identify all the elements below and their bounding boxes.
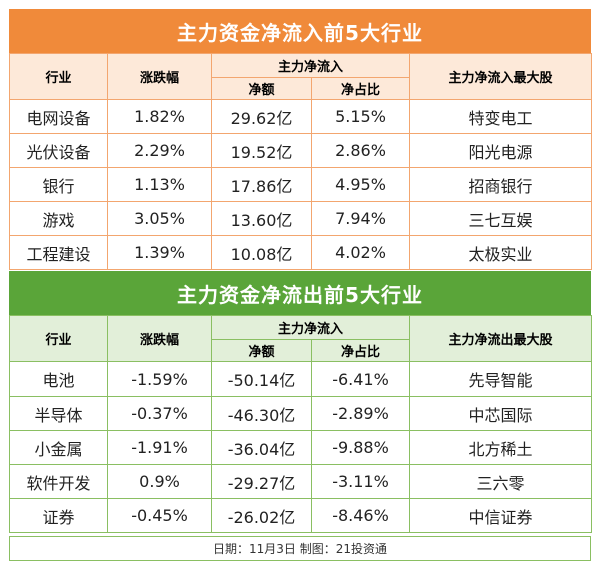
top-stock-cell: 三七互娱 (409, 201, 593, 236)
outflow-col-industry: 行业 (9, 315, 108, 362)
inflow-row: 光伏设备 2.29% 19.52亿 2.86% 阳光电源 (9, 133, 593, 168)
ratio-cell: -6.41% (310, 361, 411, 397)
net-cell: -50.14亿 (211, 361, 312, 397)
inflow-col-change: 涨跌幅 (107, 53, 212, 100)
net-cell: 17.86亿 (211, 167, 312, 202)
change-cell: 3.05% (107, 201, 212, 236)
inflow-col-top-stock: 主力净流入最大股 (409, 53, 593, 100)
net-cell: -29.27亿 (211, 464, 312, 499)
change-cell: -1.59% (107, 361, 212, 397)
ratio-cell: -8.46% (310, 498, 411, 533)
outflow-subheader-row: 净额 净占比 (10, 339, 592, 362)
inflow-row: 工程建设 1.39% 10.08亿 4.02% 太极实业 (9, 235, 593, 270)
change-cell: -0.45% (107, 498, 212, 533)
net-cell: 29.62亿 (211, 99, 312, 134)
inflow-row: 电网设备 1.82% 29.62亿 5.15% 特变电工 (9, 99, 593, 134)
industry-cell: 光伏设备 (9, 133, 108, 168)
outflow-table: 行业 涨跌幅 主力净流入 主力净流出最大股 净额 净占比 电池 -1.59% -… (9, 315, 593, 533)
industry-cell: 电池 (9, 361, 108, 397)
top-stock-cell: 先导智能 (409, 361, 593, 397)
top-stock-cell: 中芯国际 (409, 396, 593, 431)
ratio-cell: 4.02% (310, 235, 411, 270)
inflow-title-banner: 主力资金净流入前5大行业 (9, 9, 591, 53)
industry-cell: 软件开发 (9, 464, 108, 499)
outflow-col-change: 涨跌幅 (107, 315, 212, 362)
change-cell: 1.13% (107, 167, 212, 202)
top-stock-cell: 北方稀土 (409, 430, 593, 465)
ratio-cell: -2.89% (310, 396, 411, 431)
footer-text: 日期：11月3日 制图：21投资通 (213, 542, 387, 556)
money-flow-card: 主力资金净流入前5大行业 行业 涨跌幅 主力净流入 主力净流入最大股 净额 净占… (9, 9, 593, 561)
net-cell: 19.52亿 (211, 133, 312, 168)
industry-cell: 电网设备 (9, 99, 108, 134)
outflow-col-ratio: 净占比 (310, 339, 411, 362)
inflow-row: 银行 1.13% 17.86亿 4.95% 招商银行 (9, 167, 593, 202)
outflow-header-row: 行业 涨跌幅 主力净流入 主力净流出最大股 (9, 315, 593, 362)
outflow-col-group: 主力净流入 (210, 315, 411, 340)
outflow-row: 半导体 -0.37% -46.30亿 -2.89% 中芯国际 (9, 396, 593, 431)
inflow-subheader-row: 净额 净占比 (10, 77, 592, 100)
industry-cell: 游戏 (9, 201, 108, 236)
ratio-cell: 5.15% (310, 99, 411, 134)
top-stock-cell: 太极实业 (409, 235, 593, 270)
change-cell: 1.82% (107, 99, 212, 134)
outflow-row: 软件开发 0.9% -29.27亿 -3.11% 三六零 (9, 464, 593, 499)
industry-cell: 证券 (9, 498, 108, 533)
outflow-title: 主力资金净流出前5大行业 (177, 282, 423, 307)
change-cell: 0.9% (107, 464, 212, 499)
industry-cell: 小金属 (9, 430, 108, 465)
change-cell: 2.29% (107, 133, 212, 168)
industry-cell: 半导体 (9, 396, 108, 431)
outflow-row: 电池 -1.59% -50.14亿 -6.41% 先导智能 (9, 361, 593, 397)
net-cell: 10.08亿 (211, 235, 312, 270)
top-stock-cell: 招商银行 (409, 167, 593, 202)
change-cell: -1.91% (107, 430, 212, 465)
outflow-col-net: 净额 (211, 339, 312, 362)
top-stock-cell: 中信证券 (409, 498, 593, 533)
inflow-col-industry: 行业 (9, 53, 108, 100)
outflow-title-banner: 主力资金净流出前5大行业 (9, 271, 591, 315)
inflow-col-group: 主力净流入 (210, 53, 411, 78)
net-cell: -46.30亿 (211, 396, 312, 431)
inflow-col-net: 净额 (211, 77, 312, 100)
ratio-cell: -3.11% (310, 464, 411, 499)
ratio-cell: 2.86% (310, 133, 411, 168)
inflow-row: 游戏 3.05% 13.60亿 7.94% 三七互娱 (9, 201, 593, 236)
change-cell: 1.39% (107, 235, 212, 270)
ratio-cell: 7.94% (310, 201, 411, 236)
top-stock-cell: 阳光电源 (409, 133, 593, 168)
outflow-col-top-stock: 主力净流出最大股 (409, 315, 593, 362)
inflow-header-row: 行业 涨跌幅 主力净流入 主力净流入最大股 (9, 53, 593, 100)
inflow-col-ratio: 净占比 (310, 77, 411, 100)
industry-cell: 银行 (9, 167, 108, 202)
inflow-table: 行业 涨跌幅 主力净流入 主力净流入最大股 净额 净占比 电网设备 1.82% … (9, 53, 593, 270)
top-stock-cell: 三六零 (409, 464, 593, 499)
footer-credit: 日期：11月3日 制图：21投资通 (9, 536, 591, 561)
net-cell: -36.04亿 (211, 430, 312, 465)
net-cell: -26.02亿 (211, 498, 312, 533)
ratio-cell: -9.88% (310, 430, 411, 465)
ratio-cell: 4.95% (310, 167, 411, 202)
inflow-title: 主力资金净流入前5大行业 (177, 20, 423, 45)
industry-cell: 工程建设 (9, 235, 108, 270)
outflow-row: 证券 -0.45% -26.02亿 -8.46% 中信证券 (9, 498, 593, 533)
change-cell: -0.37% (107, 396, 212, 431)
net-cell: 13.60亿 (211, 201, 312, 236)
top-stock-cell: 特变电工 (409, 99, 593, 134)
outflow-row: 小金属 -1.91% -36.04亿 -9.88% 北方稀土 (9, 430, 593, 465)
